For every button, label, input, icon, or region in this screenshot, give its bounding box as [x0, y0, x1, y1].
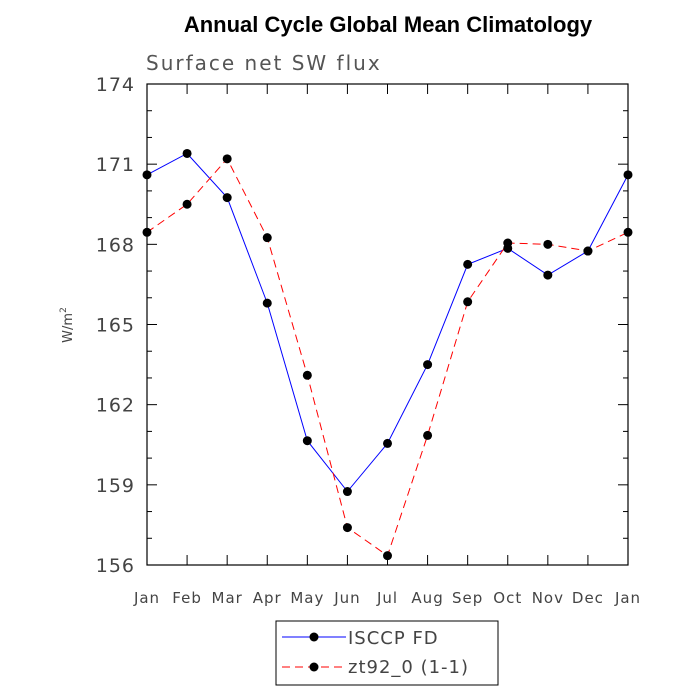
series-1-point [262, 233, 272, 243]
y-axis-label-superscript: 2 [59, 307, 69, 313]
series-0-point [543, 270, 553, 280]
x-tick-label: Apr [253, 589, 282, 607]
chart-subtitle: Surface net SW flux [146, 51, 382, 75]
y-axis-label-text: W/m [61, 313, 76, 343]
series-0-point [222, 193, 232, 203]
series-line-1 [146, 157, 629, 557]
x-tick-label: Jan [133, 589, 160, 607]
series-1-point [222, 154, 232, 164]
x-tick-label: Jun [333, 589, 360, 607]
series-0-point [182, 148, 192, 158]
x-tick-label: Oct [493, 589, 522, 607]
legend: ISCCP FD zt92_0 (1-1) [275, 620, 499, 686]
legend-label-isccp-fd: ISCCP FD [348, 628, 439, 649]
x-tick-label: Mar [212, 589, 243, 607]
y-axis-label: W/m2 [59, 307, 76, 343]
x-tick-label: Aug [411, 589, 443, 607]
y-tick-label: 156 [96, 555, 135, 577]
x-tick-label: Sep [452, 589, 483, 607]
x-tick-label: May [290, 589, 324, 607]
y-tick-label: 159 [96, 475, 135, 497]
series-1-point [142, 227, 152, 237]
x-tick-label: Nov [532, 589, 564, 607]
legend-label-zt92: zt92_0 (1-1) [348, 657, 469, 678]
x-tick-label: Jul [376, 589, 398, 607]
series-0-point [623, 170, 633, 180]
series-1-point [423, 430, 433, 440]
series-1-point [182, 199, 192, 209]
series-1-point [342, 523, 352, 533]
x-tick-label: Feb [172, 589, 202, 607]
series-0-point [463, 259, 473, 269]
y-axis: 156 159 162 165 168 171 174 [96, 74, 628, 577]
series-1-point [503, 238, 513, 248]
series-0-point [342, 487, 352, 497]
series-1-point [302, 370, 312, 380]
x-axis: Jan Feb Mar Apr May Jun Jul Aug Sep Oct Nov Dec Jan [133, 84, 641, 607]
series-0-point [383, 438, 392, 448]
series-0-point [423, 360, 433, 370]
y-tick-label: 168 [96, 234, 135, 256]
x-tick-label: Jan [614, 589, 641, 607]
x-tick-label: Dec [572, 589, 604, 607]
series-1-point [623, 227, 633, 237]
series-1-point [463, 297, 473, 307]
legend-marker-isccp-fd [309, 632, 319, 642]
y-tick-label: 162 [96, 395, 135, 417]
series-0-point [302, 436, 312, 446]
y-tick-label: 171 [96, 154, 135, 176]
series-1-point [383, 551, 392, 561]
legend-marker-zt92 [309, 662, 319, 672]
series-0-point [262, 298, 272, 308]
y-tick-label: 174 [96, 74, 135, 96]
chart-title: Annual Cycle Global Mean Climatology [184, 12, 593, 37]
y-tick-label: 165 [96, 315, 135, 337]
series-0-point [142, 170, 152, 180]
legend-box [275, 620, 499, 686]
series-layer [142, 148, 633, 561]
plot-frame [146, 83, 629, 566]
series-1-point [583, 246, 593, 256]
series-1-point [543, 239, 553, 249]
